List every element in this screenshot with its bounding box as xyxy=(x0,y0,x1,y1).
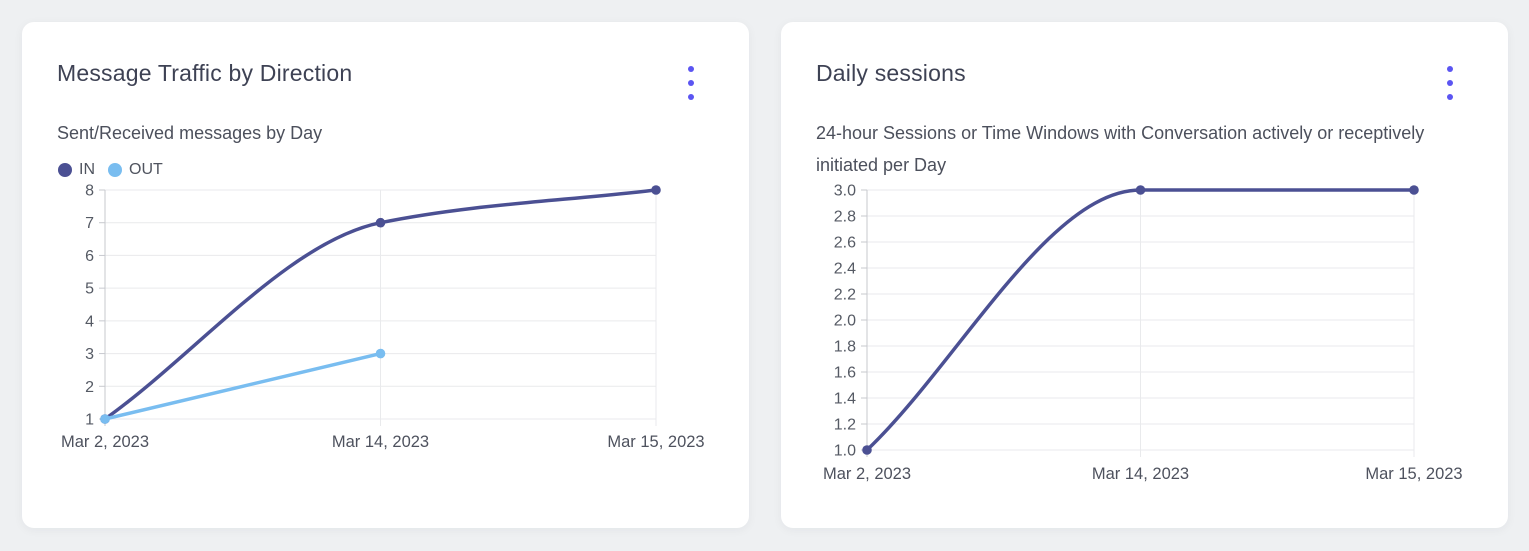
legend-label-out: OUT xyxy=(129,161,163,178)
svg-text:2.6: 2.6 xyxy=(834,235,856,252)
svg-text:Mar 2, 2023: Mar 2, 2023 xyxy=(61,433,149,451)
kebab-dot xyxy=(688,94,694,100)
svg-text:Mar 14, 2023: Mar 14, 2023 xyxy=(332,433,429,451)
line-chart-message-traffic: 1 2 3 4 5 6 7 8 Mar 2, 2023 Mar 14, 2023 Mar 15, 2… xyxy=(61,183,705,452)
svg-text:2: 2 xyxy=(85,379,94,396)
kebab-dot xyxy=(1447,66,1453,72)
svg-text:8: 8 xyxy=(85,183,94,200)
svg-text:1.2: 1.2 xyxy=(834,417,856,434)
legend-dot-in-icon xyxy=(58,163,72,177)
svg-text:Mar 15, 2023: Mar 15, 2023 xyxy=(607,433,704,451)
svg-text:1.4: 1.4 xyxy=(834,391,856,408)
svg-text:2.0: 2.0 xyxy=(834,313,856,330)
svg-text:2.4: 2.4 xyxy=(834,261,856,278)
svg-text:2.8: 2.8 xyxy=(834,209,856,226)
card-title-daily-sessions: Daily sessions xyxy=(816,60,966,86)
card-subtitle-daily-sessions: 24-hour Sessions or Time Windows with Co… xyxy=(816,123,1425,175)
kebab-dot xyxy=(1447,94,1453,100)
svg-text:3.0: 3.0 xyxy=(834,183,856,200)
svg-text:1.6: 1.6 xyxy=(834,365,856,382)
chart-legend: IN OUT xyxy=(58,159,163,181)
svg-text:5: 5 xyxy=(85,281,94,298)
svg-text:Mar 14, 2023: Mar 14, 2023 xyxy=(1092,465,1189,483)
kebab-dot xyxy=(688,66,694,72)
svg-text:7: 7 xyxy=(85,215,94,232)
svg-text:1.0: 1.0 xyxy=(834,443,856,460)
kebab-menu-icon[interactable] xyxy=(1440,64,1460,102)
svg-text:1: 1 xyxy=(85,412,94,429)
card-message-traffic: Message Traffic by Direction Sent/Receiv… xyxy=(22,22,749,528)
card-title-message-traffic: Message Traffic by Direction xyxy=(57,60,353,86)
legend-dot-out-icon xyxy=(108,163,122,177)
card-daily-sessions: Daily sessions 24-hour Sessions or Time … xyxy=(781,22,1508,528)
svg-text:6: 6 xyxy=(85,248,94,265)
line-chart-daily-sessions: 1.0 1.2 1.4 1.6 1.8 2.0 2.2 2.4 2.6 2.8 3.0 Mar 2, … xyxy=(823,183,1463,484)
svg-text:3: 3 xyxy=(85,346,94,363)
kebab-dot xyxy=(1447,80,1453,86)
kebab-dot xyxy=(688,80,694,86)
svg-text:4: 4 xyxy=(85,313,94,330)
svg-text:1.8: 1.8 xyxy=(834,339,856,356)
legend-label-in: IN xyxy=(79,161,95,178)
svg-text:Mar 2, 2023: Mar 2, 2023 xyxy=(823,465,911,483)
kebab-menu-icon[interactable] xyxy=(681,64,701,102)
card-subtitle-message-traffic: Sent/Received messages by Day xyxy=(57,123,323,143)
svg-text:2.2: 2.2 xyxy=(834,287,856,304)
legend-item-in: IN xyxy=(58,161,95,179)
legend-item-out: OUT xyxy=(108,161,163,179)
svg-text:Mar 15, 2023: Mar 15, 2023 xyxy=(1365,465,1462,483)
